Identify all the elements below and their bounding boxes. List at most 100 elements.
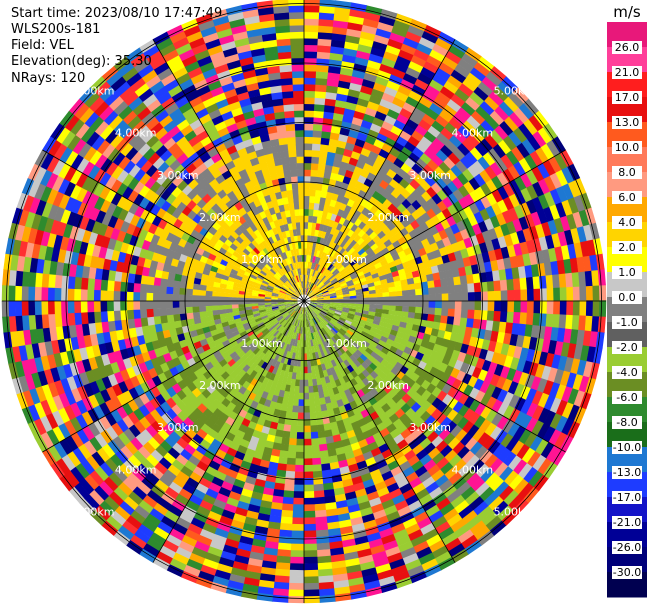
range-bin [224, 301, 232, 306]
range-bin [357, 229, 366, 238]
range-bin [201, 119, 215, 131]
range-bin [441, 56, 458, 70]
range-bin [425, 54, 442, 68]
range-bin [418, 95, 433, 109]
range-bin [205, 305, 213, 312]
range-bin [166, 170, 179, 183]
range-bin [289, 385, 296, 393]
range-bin [164, 510, 180, 524]
range-bin [211, 333, 221, 342]
range-bin [342, 242, 350, 250]
range-bin [322, 238, 328, 246]
range-bin [402, 72, 418, 85]
range-bin [47, 301, 55, 315]
range-bin [284, 314, 291, 320]
range-bin [285, 411, 293, 419]
range-bin [89, 489, 105, 506]
range-bin [346, 266, 354, 273]
range-bin [347, 129, 359, 139]
range-bin [537, 126, 552, 144]
range-bin [446, 74, 463, 89]
range-bin [243, 237, 252, 246]
range-bin [271, 294, 279, 297]
range-bin [366, 59, 382, 70]
range-bin [415, 101, 430, 114]
range-bin [433, 165, 446, 178]
range-bin [160, 73, 176, 87]
range-bin [285, 293, 292, 297]
range-bin [381, 142, 393, 154]
range-bin [395, 290, 403, 297]
range-bin [198, 477, 212, 489]
range-bin [487, 227, 498, 241]
range-bin [94, 505, 112, 522]
range-bin [127, 273, 136, 284]
range-bin [283, 283, 290, 289]
range-bin [314, 242, 320, 251]
range-bin [295, 261, 299, 269]
range-bin [145, 454, 160, 468]
range-bin [376, 296, 384, 301]
range-bin [336, 173, 345, 183]
range-bin [272, 256, 279, 264]
range-bin [279, 308, 286, 312]
range-bin [400, 43, 417, 56]
range-bin [431, 43, 449, 57]
range-bin [320, 286, 327, 292]
range-bin [264, 340, 271, 348]
range-bin [111, 340, 121, 353]
range-bin [356, 297, 364, 301]
range-bin [289, 286, 296, 292]
range-bin [365, 274, 373, 281]
range-bin [439, 85, 455, 100]
range-bin [287, 263, 293, 271]
range-bin [171, 130, 185, 144]
range-bin [451, 38, 469, 54]
range-bin [108, 491, 125, 507]
range-bin [63, 420, 77, 437]
range-bin [101, 376, 113, 390]
range-bin [35, 258, 45, 275]
range-bin [62, 363, 74, 379]
range-bin [114, 320, 123, 332]
range-bin [257, 367, 265, 376]
range-bin [364, 107, 377, 118]
range-bin [457, 124, 472, 139]
range-bin [331, 279, 339, 285]
range-bin [155, 383, 167, 395]
range-bin [339, 256, 346, 264]
range-bin [293, 202, 300, 210]
range-bin [420, 253, 430, 263]
range-bin [304, 497, 316, 505]
range-bin [199, 439, 212, 451]
range-bin [79, 478, 95, 495]
range-bin [288, 309, 295, 315]
ppi-range-bins [1, 0, 607, 604]
range-bin [150, 484, 166, 498]
range-bin [204, 38, 221, 50]
range-bin [135, 265, 144, 276]
range-bin [316, 216, 322, 224]
range-bin [96, 257, 105, 270]
range-bin [183, 417, 195, 429]
range-bin [282, 244, 288, 252]
range-bin [249, 223, 258, 233]
range-bin [284, 294, 292, 298]
range-bin [298, 202, 304, 210]
range-bin [91, 344, 102, 358]
range-bin [421, 90, 437, 103]
range-bin [237, 327, 246, 335]
range-bin [381, 120, 394, 132]
range-bin [222, 407, 233, 417]
range-bin [140, 429, 153, 443]
range-bin [292, 90, 304, 98]
range-bin [261, 369, 269, 378]
range-bin [74, 482, 90, 500]
range-bin [322, 292, 330, 296]
range-bin [261, 140, 272, 149]
range-bin [45, 172, 59, 190]
range-bin [296, 156, 304, 164]
range-bin [400, 146, 413, 158]
range-bin [64, 470, 80, 488]
range-bin [166, 286, 174, 295]
